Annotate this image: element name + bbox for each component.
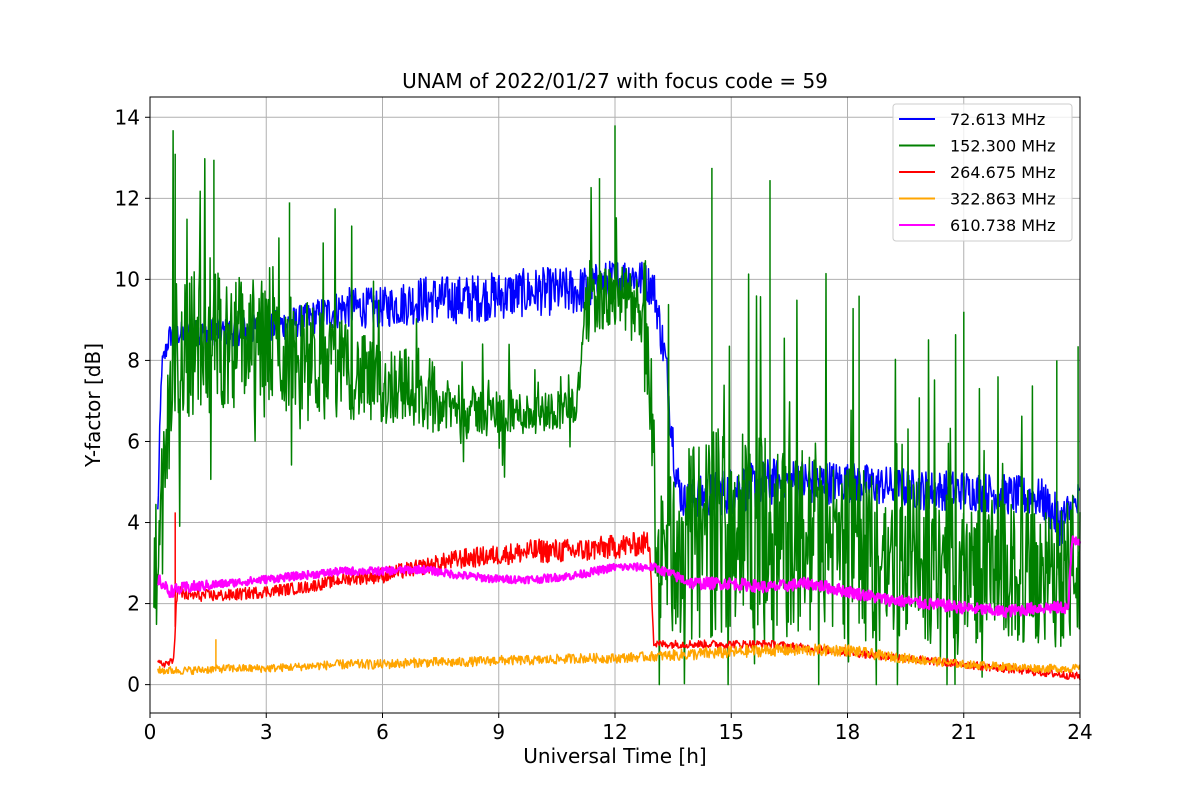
legend-label-3: 322.863 MHz (950, 190, 1055, 209)
x-tick-label: 6 (376, 720, 389, 744)
series-lines (153, 125, 1082, 686)
legend-box (892, 103, 1073, 242)
legend-label-4: 610.738 MHz (950, 216, 1055, 235)
legend: 72.613 MHz 152.300 MHz 264.675 MHz 322.863 … (892, 103, 1073, 242)
x-tick-label: 21 (951, 720, 976, 744)
y-axis-label: Y-factor [dB] (81, 343, 105, 468)
series-line-4 (157, 535, 1082, 619)
series-line-1 (153, 125, 1081, 686)
y-tick-label: 2 (127, 592, 140, 616)
x-axis-label: Universal Time [h] (523, 744, 706, 768)
y-tick-label: 6 (127, 429, 140, 453)
x-tick-label: 12 (602, 720, 627, 744)
x-tick-label: 24 (1067, 720, 1092, 744)
y-tick-label: 10 (115, 267, 140, 291)
chart-title: UNAM of 2022/01/27 with focus code = 59 (402, 69, 828, 93)
x-tick-label: 0 (144, 720, 157, 744)
y-tick-label: 4 (127, 511, 140, 535)
x-tick-label: 9 (492, 720, 505, 744)
y-tick-label: 0 (127, 673, 140, 697)
y-tick-label: 12 (115, 186, 140, 210)
legend-label-0: 72.613 MHz (950, 110, 1045, 129)
series-line-2 (157, 512, 1081, 681)
x-tick-label: 3 (260, 720, 273, 744)
series-line-3 (157, 639, 1081, 676)
y-tick-label: 14 (115, 105, 140, 129)
legend-label-1: 152.300 MHz (950, 137, 1055, 156)
legend-label-2: 264.675 MHz (950, 163, 1055, 182)
x-tick-label: 15 (719, 720, 744, 744)
y-tick-label: 8 (127, 348, 140, 372)
grid-lines (149, 97, 1081, 713)
x-tick-label: 18 (835, 720, 860, 744)
